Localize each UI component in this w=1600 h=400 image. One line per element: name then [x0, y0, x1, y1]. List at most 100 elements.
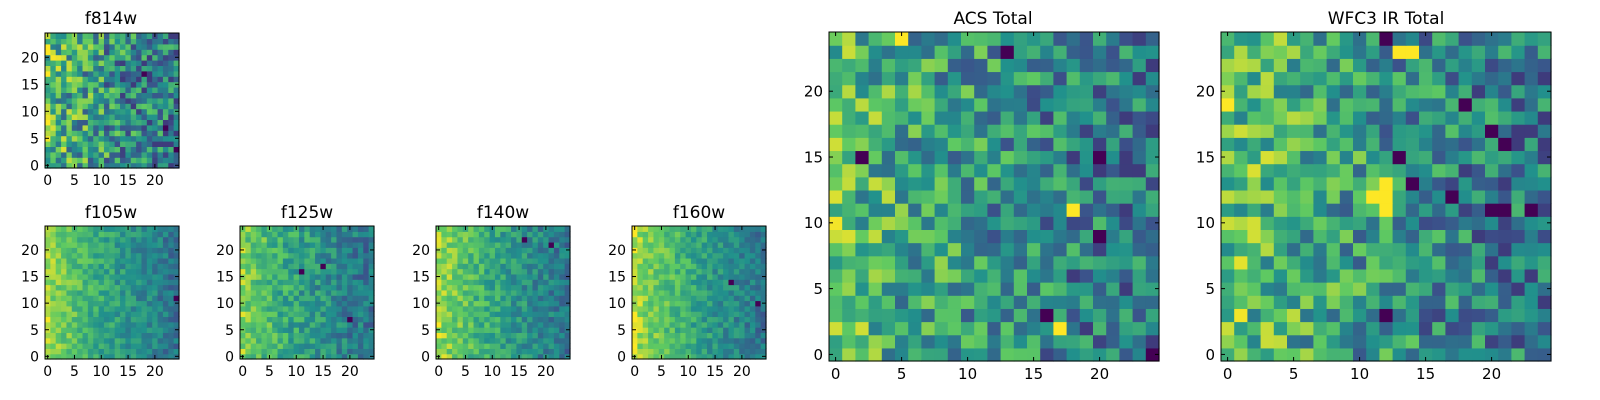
heatmap-cell	[1379, 295, 1394, 309]
heatmap-cell	[272, 273, 279, 280]
heatmap-cell	[157, 305, 164, 312]
heatmap-cell	[82, 300, 89, 307]
heatmap-cell	[1498, 71, 1512, 86]
heatmap-cell	[511, 252, 517, 259]
heatmap-cell	[505, 337, 512, 344]
heatmap-cell	[168, 252, 175, 259]
heatmap-cell	[50, 226, 57, 232]
heatmap-cell	[653, 247, 660, 254]
heatmap-cell	[974, 268, 988, 283]
heatmap-cell	[511, 316, 517, 323]
heatmap-cell	[1366, 203, 1380, 217]
heatmap-cell	[55, 157, 62, 164]
heatmap-cell	[87, 236, 94, 243]
heatmap-cell	[505, 231, 512, 238]
heatmap-cell	[947, 176, 962, 191]
heatmap-cell	[669, 353, 676, 360]
heatmap-cell	[548, 321, 555, 328]
heatmap-cell	[1053, 176, 1068, 191]
heatmap-cell	[341, 263, 348, 270]
heatmap-cell	[961, 137, 975, 152]
heatmap-cell	[1027, 45, 1041, 59]
heatmap-cell	[130, 65, 137, 72]
heatmap-cell	[436, 252, 442, 259]
heatmap-cell	[707, 305, 713, 312]
heatmap-cell	[446, 231, 453, 238]
heatmap-cell	[696, 289, 703, 296]
heatmap-cell	[1247, 321, 1262, 336]
heatmap-cell	[1366, 124, 1380, 138]
heatmap-cell	[320, 268, 327, 275]
heatmap-cell	[868, 334, 883, 349]
heatmap-cell	[120, 279, 126, 286]
heatmap-cell	[87, 141, 94, 147]
heatmap-cell	[658, 321, 665, 328]
heatmap-cell	[1040, 216, 1054, 230]
heatmap-cell	[173, 236, 180, 243]
heatmap-cell	[55, 49, 62, 56]
heatmap-cell	[347, 305, 354, 312]
heatmap-cell	[320, 343, 327, 349]
y-tick-label: 15	[21, 77, 39, 93]
heatmap-cell	[162, 305, 169, 312]
heatmap-cell	[1234, 321, 1248, 336]
heatmap-cell	[712, 268, 719, 275]
heatmap-cell	[1013, 45, 1028, 59]
heatmap-cell	[1353, 268, 1367, 283]
heatmap-cell	[728, 316, 735, 323]
heatmap-cell	[701, 348, 708, 355]
heatmap-cell	[642, 289, 649, 296]
heatmap-cell	[109, 247, 116, 254]
heatmap-cell	[168, 343, 175, 349]
heatmap-cell	[1419, 124, 1433, 138]
heatmap-cell	[744, 247, 751, 254]
heatmap-cell	[82, 236, 89, 243]
heatmap-cell	[1485, 84, 1499, 99]
heatmap-cell	[723, 343, 730, 349]
heatmap-cell	[93, 279, 100, 286]
x-tick-label: 15	[706, 364, 724, 380]
heatmap-cell	[457, 257, 464, 264]
heatmap-cell	[532, 305, 539, 312]
heatmap-cell	[728, 231, 735, 238]
heatmap-cell	[717, 327, 724, 333]
heatmap-cell	[50, 311, 57, 318]
heatmap-cell	[261, 337, 268, 344]
heatmap-cell	[478, 247, 485, 254]
heatmap-cell	[298, 268, 305, 275]
heatmap-cell	[157, 151, 164, 158]
heatmap-cell	[363, 316, 370, 323]
heatmap-cell	[669, 241, 676, 248]
heatmap-cell	[468, 226, 475, 232]
heatmap-cell	[548, 332, 555, 339]
heatmap-cell	[532, 337, 539, 344]
heatmap-cell	[82, 135, 89, 142]
heatmap-cell	[868, 282, 883, 296]
heatmap-cell	[114, 348, 121, 355]
heatmap-cell	[696, 321, 703, 328]
heatmap-cell	[974, 150, 988, 165]
heatmap-cell	[1405, 308, 1420, 323]
heatmap-cell	[744, 279, 751, 286]
heatmap-cell	[908, 347, 922, 362]
heatmap-cell	[50, 135, 57, 142]
heatmap-cell	[261, 268, 268, 275]
heatmap-cell	[331, 337, 338, 344]
heatmap-cell	[245, 295, 252, 302]
heatmap-cell	[468, 337, 475, 344]
heatmap-cell	[125, 108, 132, 115]
heatmap-cell	[61, 81, 68, 88]
heatmap-cell	[468, 268, 475, 275]
heatmap-cell	[325, 236, 332, 243]
heatmap-cell	[1093, 176, 1107, 191]
heatmap-cell	[1106, 58, 1120, 73]
heatmap-cell	[537, 284, 544, 291]
heatmap-cell	[1458, 308, 1473, 323]
heatmap-cell	[548, 295, 555, 302]
heatmap-cell	[50, 60, 57, 66]
heatmap-cell	[173, 130, 180, 137]
heatmap-cells-f160w	[632, 226, 767, 360]
heatmap-cell	[1326, 334, 1341, 349]
heatmap-cell	[141, 119, 148, 126]
heatmap-cell	[82, 305, 89, 312]
